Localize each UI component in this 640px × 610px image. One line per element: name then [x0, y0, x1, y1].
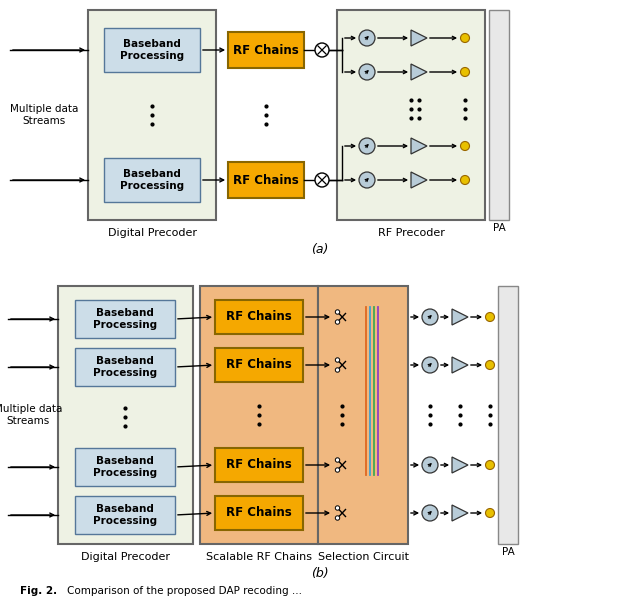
- Circle shape: [359, 138, 375, 154]
- Text: Digital Precoder: Digital Precoder: [81, 552, 170, 562]
- Polygon shape: [411, 64, 427, 80]
- Text: (a): (a): [311, 243, 329, 256]
- Bar: [104, 158, 200, 202]
- Text: Comparison of the proposed DAP recoding ...: Comparison of the proposed DAP recoding …: [67, 586, 302, 596]
- Bar: [58, 286, 193, 544]
- Polygon shape: [411, 30, 427, 46]
- Text: RF Precoder: RF Precoder: [378, 228, 444, 238]
- Bar: [318, 286, 408, 544]
- Text: RF Chains: RF Chains: [233, 43, 299, 57]
- Circle shape: [486, 361, 495, 370]
- Circle shape: [422, 505, 438, 521]
- Bar: [337, 10, 485, 220]
- Circle shape: [486, 312, 495, 321]
- Bar: [498, 286, 518, 544]
- Text: Baseband
Processing: Baseband Processing: [93, 308, 157, 330]
- Circle shape: [461, 176, 470, 184]
- Bar: [489, 10, 509, 220]
- Circle shape: [335, 368, 340, 372]
- Text: RF Chains: RF Chains: [233, 173, 299, 187]
- Bar: [75, 300, 175, 338]
- Circle shape: [461, 34, 470, 43]
- Circle shape: [335, 516, 340, 520]
- Circle shape: [461, 142, 470, 151]
- Circle shape: [335, 320, 340, 324]
- Circle shape: [422, 357, 438, 373]
- Circle shape: [315, 43, 329, 57]
- Text: Selection Circuit: Selection Circuit: [317, 552, 408, 562]
- Bar: [75, 348, 175, 386]
- Circle shape: [422, 457, 438, 473]
- Circle shape: [359, 172, 375, 188]
- Text: Baseband
Processing: Baseband Processing: [93, 456, 157, 478]
- Circle shape: [335, 310, 340, 314]
- Polygon shape: [452, 309, 468, 325]
- Circle shape: [335, 468, 340, 472]
- Polygon shape: [452, 457, 468, 473]
- Text: Baseband
Processing: Baseband Processing: [93, 356, 157, 378]
- Polygon shape: [411, 172, 427, 188]
- Circle shape: [422, 309, 438, 325]
- Text: RF Chains: RF Chains: [226, 359, 292, 371]
- Polygon shape: [411, 138, 427, 154]
- Bar: [215, 496, 303, 530]
- Text: Scalable RF Chains: Scalable RF Chains: [206, 552, 312, 562]
- Bar: [228, 162, 304, 198]
- Text: (b): (b): [311, 567, 329, 581]
- Text: RF Chains: RF Chains: [226, 506, 292, 520]
- Text: Multiple data
Streams: Multiple data Streams: [10, 104, 78, 126]
- Bar: [88, 10, 216, 220]
- Polygon shape: [452, 505, 468, 521]
- Bar: [215, 300, 303, 334]
- Text: PA: PA: [502, 547, 515, 557]
- Circle shape: [486, 461, 495, 470]
- Circle shape: [359, 64, 375, 80]
- Circle shape: [315, 173, 329, 187]
- Text: Baseband
Processing: Baseband Processing: [93, 504, 157, 526]
- Bar: [75, 496, 175, 534]
- Text: Baseband
Processing: Baseband Processing: [120, 39, 184, 61]
- Text: Baseband
Processing: Baseband Processing: [120, 169, 184, 191]
- Bar: [215, 448, 303, 482]
- Circle shape: [359, 30, 375, 46]
- Text: Fig. 2.: Fig. 2.: [20, 586, 57, 596]
- Text: Digital Precoder: Digital Precoder: [108, 228, 196, 238]
- Circle shape: [461, 68, 470, 76]
- Text: RF Chains: RF Chains: [226, 459, 292, 472]
- Bar: [215, 348, 303, 382]
- Polygon shape: [452, 357, 468, 373]
- Bar: [200, 286, 318, 544]
- Circle shape: [486, 509, 495, 517]
- Text: RF Chains: RF Chains: [226, 310, 292, 323]
- Circle shape: [335, 458, 340, 462]
- Text: Multiple data
Streams: Multiple data Streams: [0, 404, 62, 426]
- Circle shape: [335, 358, 340, 362]
- Bar: [75, 448, 175, 486]
- Bar: [104, 28, 200, 72]
- Bar: [228, 32, 304, 68]
- Circle shape: [335, 506, 340, 510]
- Text: PA: PA: [493, 223, 506, 233]
